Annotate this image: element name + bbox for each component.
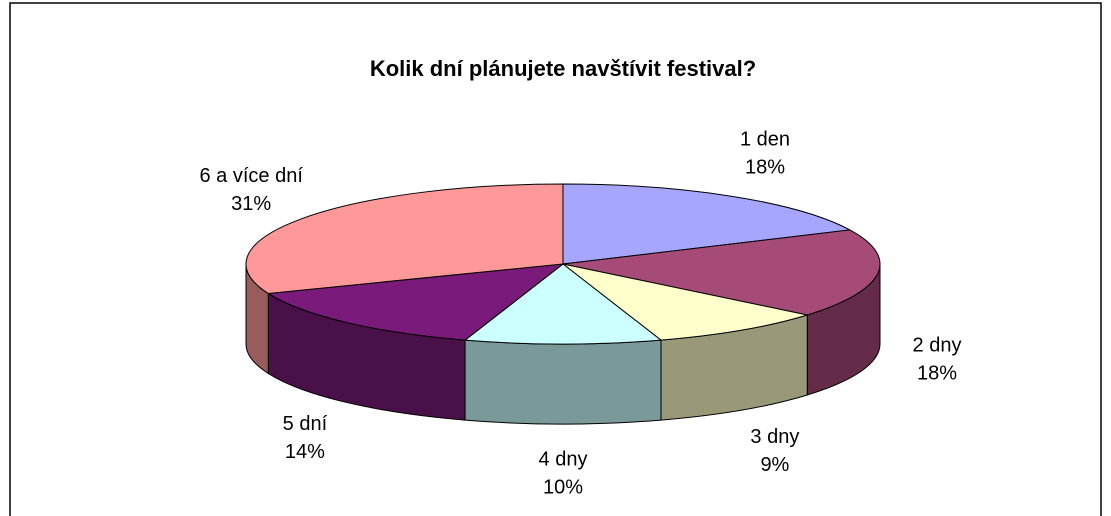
slice [562,183,852,265]
category-label: 2 dny [913,335,962,357]
slice [562,263,808,341]
slice [266,263,565,341]
value-label: 18% [917,363,957,385]
category-label: 5 dní [283,413,328,435]
slice [562,229,881,316]
slice [463,263,663,345]
value-label: 14% [285,441,325,463]
slice [245,183,564,294]
category-label: 6 a více dní [199,165,303,187]
value-label: 31% [231,193,271,215]
category-label: 3 dny [750,426,799,448]
category-label: 4 dny [539,448,588,470]
category-label: 1 den [740,129,790,151]
value-label: 10% [543,476,583,498]
value-label: 9% [760,454,789,476]
chart-title: Kolik dní plánujete navštívit festival? [370,56,756,81]
slice-side [464,339,662,425]
value-label: 18% [745,157,785,179]
